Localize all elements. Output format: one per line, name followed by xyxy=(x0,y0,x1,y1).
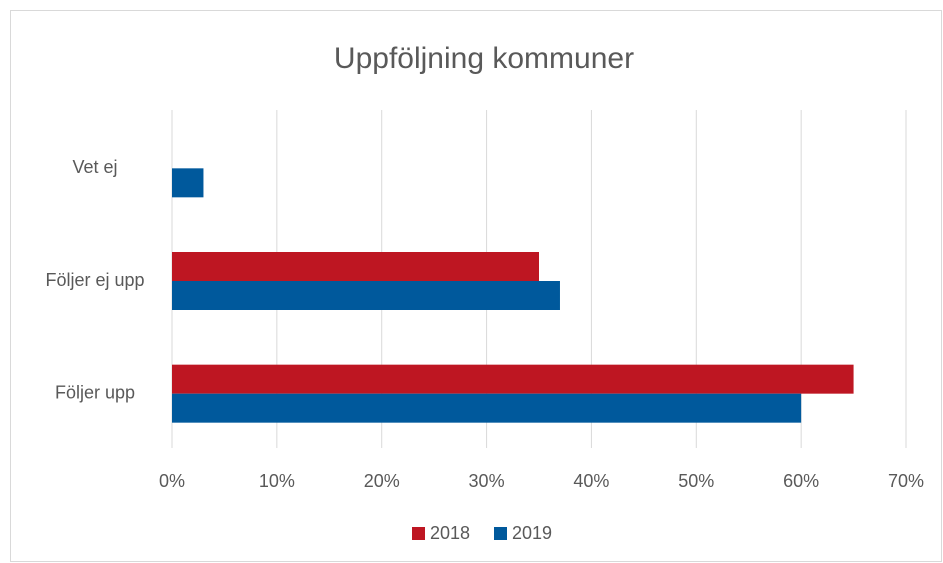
bar xyxy=(172,281,560,310)
bar xyxy=(172,252,539,281)
x-tick-label: 30% xyxy=(469,471,505,491)
y-tick-label: Vet ej xyxy=(72,157,117,177)
x-tick-label: 40% xyxy=(573,471,609,491)
chart-title: Uppföljning kommuner xyxy=(334,42,634,75)
x-tick-label: 10% xyxy=(259,471,295,491)
x-tick-label: 50% xyxy=(678,471,714,491)
y-tick-label: Följer ej upp xyxy=(45,270,144,290)
legend-label: 2019 xyxy=(512,523,552,543)
bar xyxy=(172,393,802,423)
bar xyxy=(172,364,854,394)
x-tick-label: 20% xyxy=(364,471,400,491)
legend-swatch xyxy=(494,527,507,540)
y-tick-label: Följer upp xyxy=(55,382,135,402)
x-tick-label: 70% xyxy=(888,471,924,491)
x-tick-label: 0% xyxy=(159,471,185,491)
x-tick-label: 60% xyxy=(783,471,819,491)
legend-swatch xyxy=(412,527,425,540)
bar xyxy=(172,168,204,198)
legend-label: 2018 xyxy=(430,523,470,543)
